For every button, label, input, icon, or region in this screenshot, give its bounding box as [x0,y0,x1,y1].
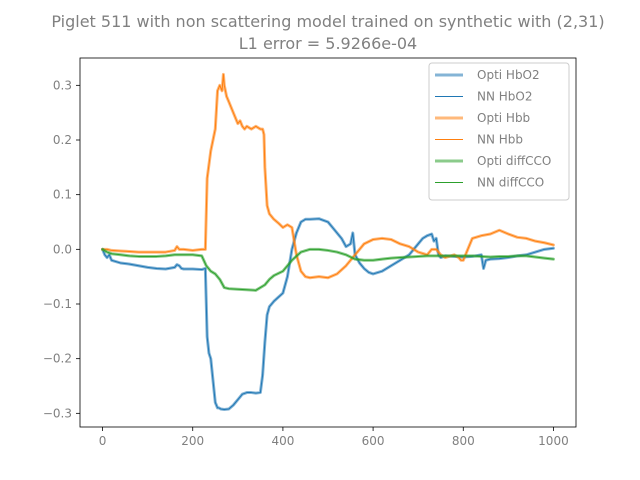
x-tick-label: 800 [452,434,475,448]
chart-subtitle: L1 error = 5.9266e-04 [239,34,417,53]
series-line-nn-diffcco [102,248,554,291]
legend-label-opti-diffcco: Opti diffCCO [477,154,551,168]
y-tick-label: −0.3 [43,406,72,420]
chart-title: Piglet 511 with non scattering model tra… [51,12,604,31]
x-axis: 0 200 400 600 800 1000 [99,427,569,448]
legend-label-opti-hbo2: Opti HbO2 [477,68,540,82]
y-tick-label: −0.1 [43,297,72,311]
legend-label-nn-hbo2: NN HbO2 [477,90,533,104]
y-axis: −0.3 −0.2 −0.1 0.0 0.1 0.2 0.3 [43,78,80,420]
legend-label-opti-hbb: Opti Hbb [477,111,530,125]
legend: Opti HbO2 NN HbO2 Opti Hbb NN Hbb Opti diffC… [428,62,570,201]
plot-frame [79,57,577,428]
y-tick-label: 0.1 [53,188,72,202]
x-tick-label: 600 [362,434,385,448]
x-tick-label: 1000 [538,434,569,448]
y-tick-label: −0.2 [43,352,72,366]
x-tick-label: 200 [181,434,204,448]
x-tick-label: 400 [271,434,294,448]
y-tick-label: 0.0 [53,242,72,256]
plot-lines [101,72,555,412]
legend-label-nn-hbb: NN Hbb [477,133,523,147]
y-tick-label: 0.2 [53,133,72,147]
legend-label-nn-diffcco: NN diffCCO [477,176,544,190]
y-tick-label: 0.3 [53,78,72,92]
x-tick-label: 0 [99,434,107,448]
legend-box [428,62,570,201]
